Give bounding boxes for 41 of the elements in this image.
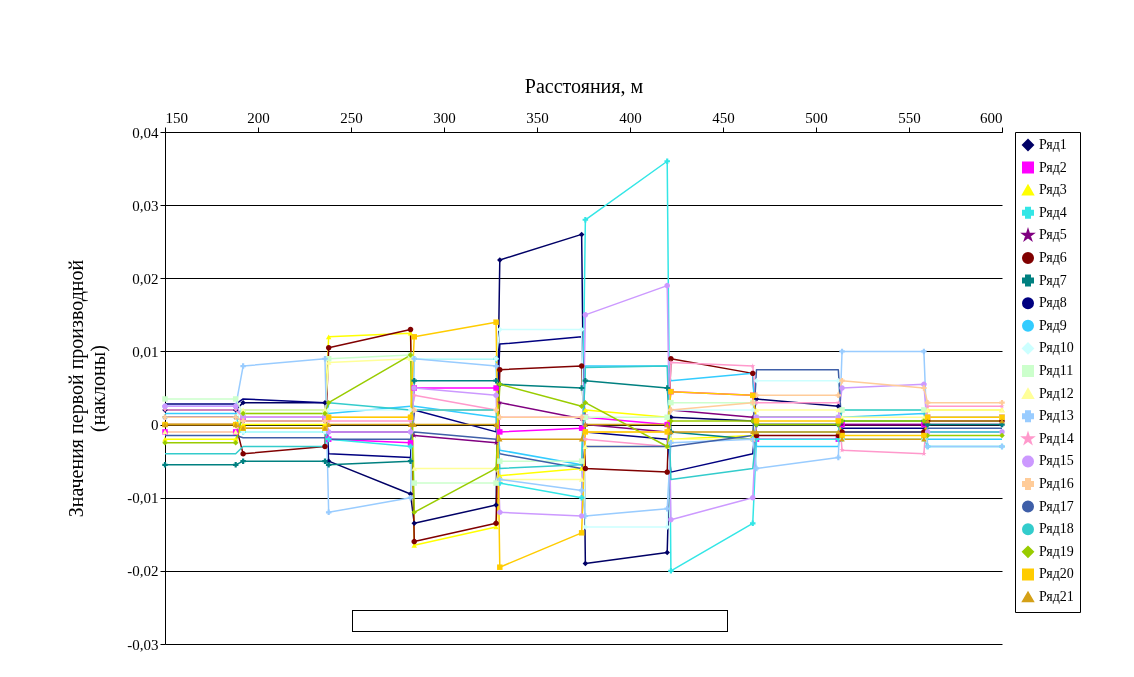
x-tick-label: 200 — [247, 109, 270, 126]
y-tick-label: -0,03 — [127, 636, 159, 653]
legend-label: Ряд20 — [1039, 566, 1074, 582]
y-tick-label: 0,04 — [132, 124, 159, 141]
x-tick-label: 400 — [619, 109, 642, 126]
x-tick-label: 500 — [805, 109, 828, 126]
legend-label: Ряд3 — [1039, 182, 1067, 198]
y-tick-label: 0,02 — [132, 270, 159, 287]
legend-label: Ряд10 — [1039, 340, 1074, 356]
legend-label: Ряд15 — [1039, 453, 1074, 469]
legend-label: Ряд19 — [1039, 543, 1074, 559]
x-tick-label: 250 — [340, 109, 363, 126]
legend-label: Ряд6 — [1039, 250, 1067, 265]
y-tick-label: -0,02 — [127, 563, 159, 580]
legend-label: Ряд21 — [1039, 589, 1074, 604]
y-tick-label: 0,01 — [132, 343, 159, 360]
x-axis-title: Расстояния, м — [524, 74, 644, 97]
legend-label: Ряд14 — [1039, 430, 1074, 446]
legend-label: Ряд5 — [1039, 227, 1067, 243]
legend-label: Ряд8 — [1039, 295, 1067, 311]
legend-label: Ряд7 — [1039, 272, 1067, 288]
x-tick-label: 600 — [980, 109, 1003, 126]
y-tick-label: 0 — [151, 417, 159, 434]
x-tick-label: 150 — [165, 109, 188, 126]
legend-label: Ряд12 — [1039, 385, 1074, 401]
x-tick-label: 450 — [712, 109, 735, 126]
legend-label: Ряд16 — [1039, 476, 1074, 491]
legend-label: Ряд4 — [1039, 204, 1067, 220]
x-tick-label: 350 — [526, 109, 549, 126]
legend-label: Ряд11 — [1039, 363, 1074, 378]
y-tick-label: 0,03 — [132, 197, 159, 214]
legend-label: Ряд9 — [1039, 317, 1067, 333]
y-axis-title: Значения первой производной (наклоны) — [65, 259, 111, 518]
legend-label: Ряд2 — [1039, 159, 1067, 175]
x-tick-label: 550 — [898, 109, 921, 126]
legend-label: Ряд1 — [1039, 137, 1067, 152]
y-tick-label: -0,01 — [127, 490, 159, 507]
legend-label: Ряд13 — [1039, 408, 1074, 424]
x-tick-label: 300 — [433, 109, 456, 126]
legend-label: Ряд17 — [1039, 498, 1074, 514]
legend-label: Ряд18 — [1039, 521, 1074, 537]
